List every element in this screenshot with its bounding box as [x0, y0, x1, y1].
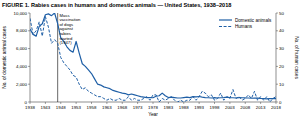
x-tick-label: 1958	[87, 105, 97, 110]
legend-label: Domestic animals	[235, 18, 272, 23]
x-tick-label: 1973	[133, 105, 143, 110]
legend-swatch	[219, 26, 232, 27]
y2-tick	[276, 48, 278, 49]
y-tick	[28, 66, 30, 67]
legend-swatch	[219, 19, 232, 20]
x-tick-label: 1968	[117, 105, 127, 110]
title: FIGURE 1. Rabies cases in humans and dom…	[2, 2, 231, 8]
x-tick	[276, 102, 277, 104]
y2-tick-label: 20	[279, 64, 284, 69]
x-tick	[137, 102, 138, 104]
y2-axis-label: No. of human cases	[294, 36, 299, 79]
y-tick-label: 10,000	[14, 11, 28, 16]
x-axis-label: Year	[148, 112, 158, 117]
y2-tick-label: 30	[279, 46, 284, 51]
x-tick-label: 1978	[148, 105, 158, 110]
x-tick	[30, 102, 31, 104]
x-tick-label: 2008	[240, 105, 250, 110]
x-tick-label: 2018	[271, 105, 281, 110]
y2-tick-label: 40	[279, 28, 284, 33]
x-tick-label: 1993	[194, 105, 204, 110]
x-tick	[214, 102, 215, 104]
y2-tick-label: 10	[279, 82, 284, 87]
x-tick-label: 1998	[210, 105, 220, 110]
y-tick	[28, 102, 30, 103]
x-tick	[153, 102, 154, 104]
x-tick	[106, 102, 107, 104]
x-tick	[245, 102, 246, 104]
y-axis-line	[30, 13, 31, 102]
y2-tick-label: 0	[279, 100, 282, 105]
y2-tick-label: 50	[279, 11, 284, 16]
x-tick	[76, 102, 77, 104]
x-tick	[60, 102, 61, 104]
y2-tick	[276, 66, 278, 67]
x-tick	[45, 102, 46, 104]
y-tick	[28, 13, 30, 14]
y-tick	[28, 84, 30, 85]
x-tick-label: 2003	[225, 105, 235, 110]
x-tick-label: 1988	[179, 105, 189, 110]
y2-axis-line	[276, 13, 277, 102]
x-tick-label: 2013	[256, 105, 266, 110]
y2-tick	[276, 30, 278, 31]
x-tick	[183, 102, 184, 104]
y2-tick	[276, 84, 278, 85]
x-tick	[168, 102, 169, 104]
x-tick	[199, 102, 200, 104]
y-tick	[28, 30, 30, 31]
y-tick-label: 4,000	[16, 64, 28, 69]
x-tick-label: 1983	[163, 105, 173, 110]
y-tick-label: 6,000	[16, 46, 28, 51]
chart: FIGURE 1. Rabies cases in humans and dom…	[0, 0, 300, 124]
legend: Domestic animalsHumans	[217, 16, 273, 35]
y-tick-label: 2,000	[16, 82, 28, 87]
y-axis-label: No. of domestic animal cases	[2, 26, 7, 89]
y-tick-label: 0	[25, 100, 28, 105]
x-tick	[91, 102, 92, 104]
x-tick-label: 1948	[56, 105, 66, 110]
x-tick-label: 1938	[25, 105, 35, 110]
legend-box	[217, 16, 273, 35]
x-tick	[260, 102, 261, 104]
x-tick-label: 1963	[102, 105, 112, 110]
y2-tick	[276, 102, 278, 103]
y-tick	[28, 48, 30, 49]
x-tick-label: 1953	[71, 105, 81, 110]
x-tick	[122, 102, 123, 104]
legend-label: Humans	[235, 24, 253, 29]
series-line	[30, 13, 276, 99]
y2-tick	[276, 13, 278, 14]
x-tick	[229, 102, 230, 104]
series-line	[30, 17, 276, 102]
plot-area	[30, 13, 276, 102]
y-tick-label: 8,000	[16, 28, 28, 33]
x-tick-label: 1943	[40, 105, 50, 110]
annotation-text: Massvaccinationof dogsagainstrabiesstart…	[59, 13, 81, 46]
